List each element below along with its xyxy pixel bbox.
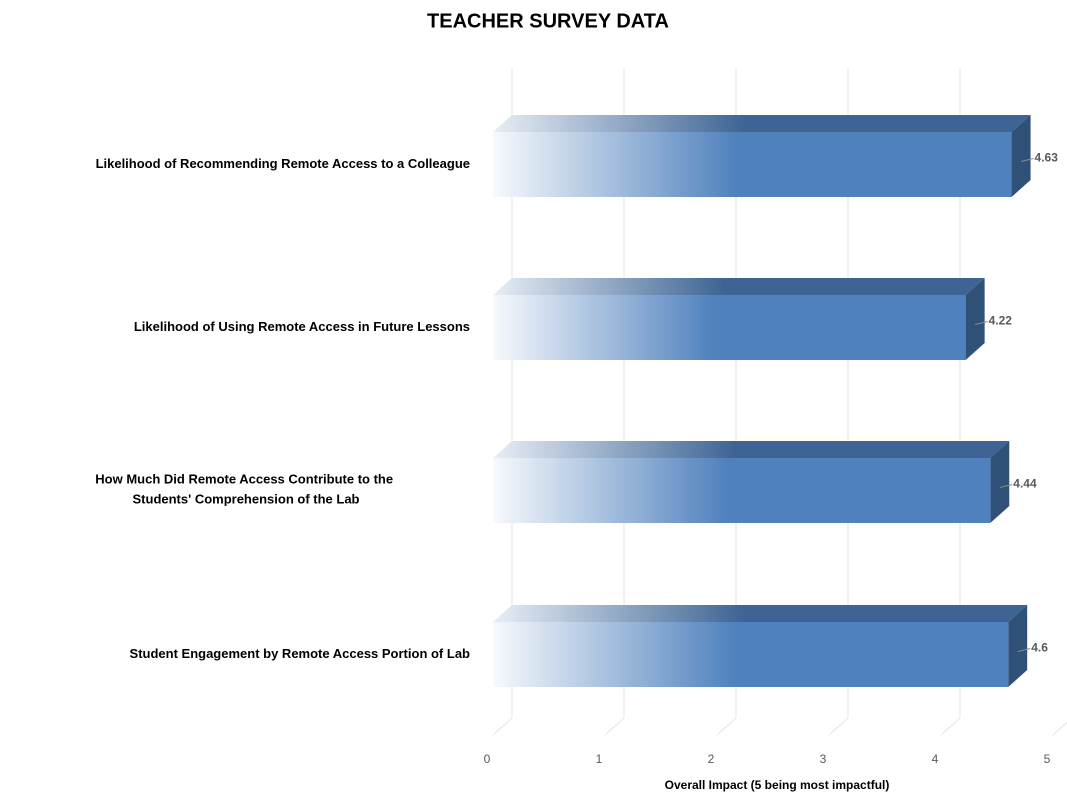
category-label: Likelihood of Recommending Remote Access… (96, 156, 470, 171)
x-tick-label: 5 (1044, 752, 1051, 766)
bar-side (990, 441, 1010, 523)
bar-front (493, 458, 991, 523)
leader-line (975, 321, 988, 325)
bar (493, 441, 1010, 523)
leader-line (1020, 158, 1034, 162)
value-label: 4.44 (1013, 477, 1037, 491)
bar-top (493, 441, 1010, 458)
leader-line (999, 484, 1013, 488)
value-label: 4.6 (1031, 641, 1048, 655)
grid-floor (940, 717, 961, 736)
bar-side (965, 278, 985, 360)
bar-front (493, 295, 966, 360)
bar-front (493, 622, 1009, 687)
grid-floor (1052, 721, 1067, 736)
grid-floor (828, 717, 849, 736)
category-label: Student Engagement by Remote Access Port… (130, 646, 471, 661)
bar-top (493, 605, 1028, 622)
bar-side (1011, 115, 1031, 197)
x-tick-label: 1 (596, 752, 603, 766)
x-tick-label: 3 (820, 752, 827, 766)
grid-floor (492, 717, 513, 736)
value-label: 4.22 (989, 314, 1013, 328)
bar (493, 605, 1028, 687)
bar (493, 115, 1031, 197)
bar-front (493, 132, 1012, 197)
category-label: Likelihood of Using Remote Access in Fut… (134, 319, 470, 334)
bar-top (493, 115, 1031, 132)
bar (493, 278, 985, 360)
category-label: How Much Did Remote Access Contribute to… (95, 472, 396, 507)
value-label: 4.63 (1035, 151, 1059, 165)
bar-side (1008, 605, 1028, 687)
bar-top (493, 278, 985, 295)
leader-line (1017, 648, 1031, 652)
grid-floor (604, 717, 625, 736)
chart-title: TEACHER SURVEY DATA (427, 10, 669, 32)
x-tick-label: 2 (708, 752, 715, 766)
x-tick-label: 4 (932, 752, 939, 766)
x-axis-label: Overall Impact (5 being most impactful) (665, 778, 890, 792)
x-tick-label: 0 (484, 752, 491, 766)
grid-floor (716, 717, 737, 736)
